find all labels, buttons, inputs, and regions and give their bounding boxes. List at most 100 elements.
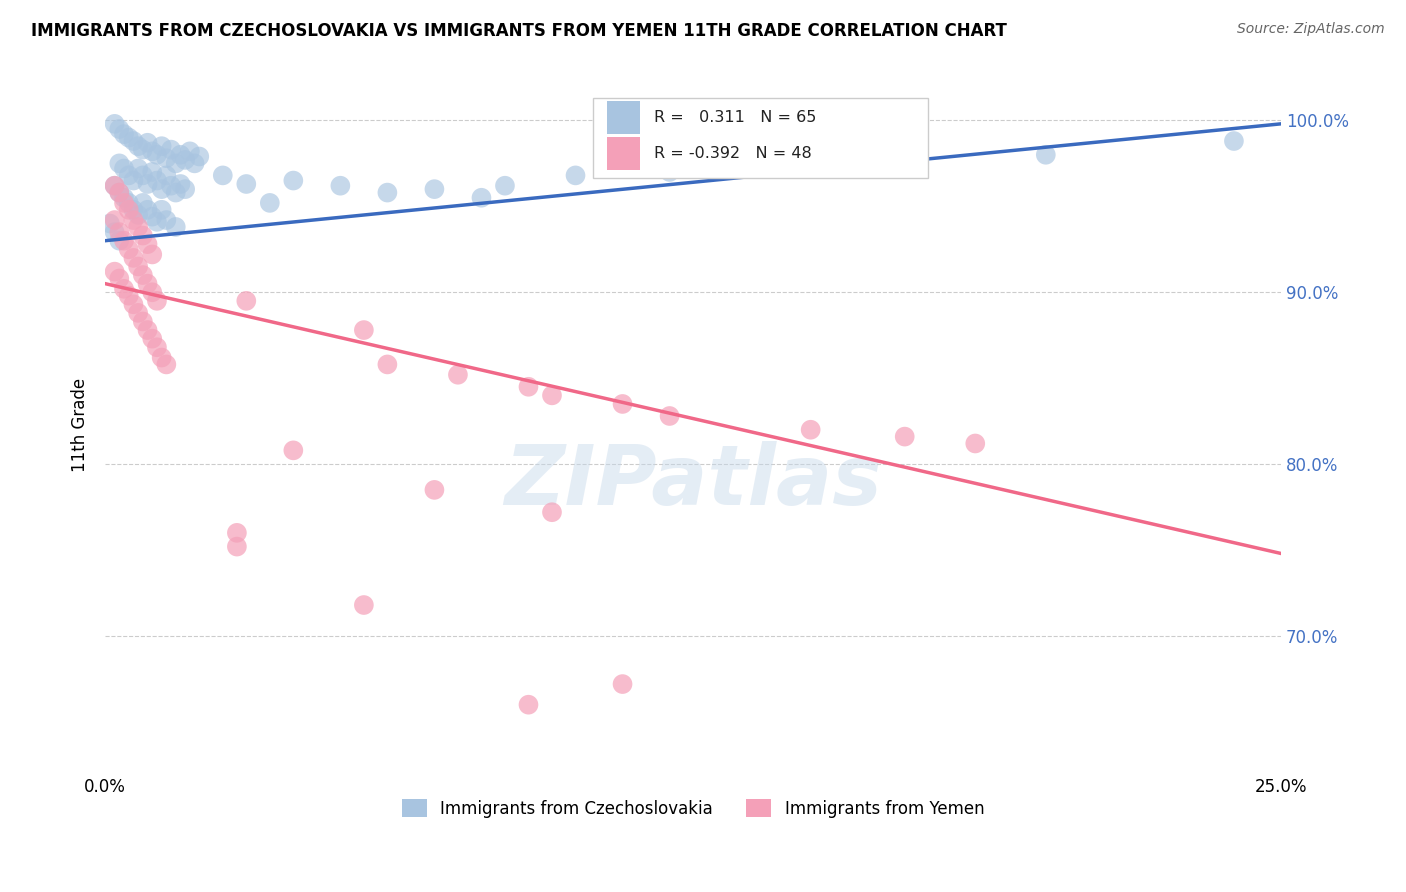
Point xyxy=(800,161,823,176)
Point xyxy=(541,388,564,402)
Point xyxy=(127,139,149,153)
Point xyxy=(155,151,177,165)
Point xyxy=(118,202,141,217)
Point xyxy=(141,285,163,300)
Point xyxy=(122,202,145,217)
Point xyxy=(141,210,163,224)
Point xyxy=(118,195,141,210)
Point xyxy=(146,215,169,229)
Point xyxy=(146,173,169,187)
Point xyxy=(165,186,187,200)
Point xyxy=(150,139,173,153)
Point xyxy=(132,228,155,243)
Point xyxy=(141,247,163,261)
Point xyxy=(104,265,127,279)
Point xyxy=(122,251,145,265)
Point xyxy=(283,443,305,458)
Point xyxy=(108,156,131,170)
Legend: Immigrants from Czechoslovakia, Immigrants from Yemen: Immigrants from Czechoslovakia, Immigran… xyxy=(395,793,991,824)
Point xyxy=(165,156,187,170)
Point xyxy=(283,173,305,187)
Text: R = -0.392   N = 48: R = -0.392 N = 48 xyxy=(654,146,813,161)
Point xyxy=(118,288,141,302)
Point xyxy=(118,242,141,256)
Point xyxy=(122,297,145,311)
Point xyxy=(127,219,149,234)
Point xyxy=(423,182,446,196)
Point xyxy=(150,351,173,365)
Point xyxy=(132,314,155,328)
Point xyxy=(112,195,135,210)
Point xyxy=(658,165,681,179)
Point xyxy=(612,397,634,411)
Point xyxy=(136,237,159,252)
Point xyxy=(132,195,155,210)
Point xyxy=(132,143,155,157)
Point xyxy=(104,213,127,227)
Point xyxy=(470,191,492,205)
Text: IMMIGRANTS FROM CZECHOSLOVAKIA VS IMMIGRANTS FROM YEMEN 11TH GRADE CORRELATION C: IMMIGRANTS FROM CZECHOSLOVAKIA VS IMMIGR… xyxy=(31,22,1007,40)
Point xyxy=(179,145,201,159)
Point xyxy=(141,332,163,346)
Point xyxy=(146,340,169,354)
Point xyxy=(893,429,915,443)
Point xyxy=(612,677,634,691)
Point xyxy=(132,268,155,282)
Point xyxy=(225,540,247,554)
Point xyxy=(150,202,173,217)
Point xyxy=(127,161,149,176)
Point xyxy=(122,173,145,187)
Point xyxy=(108,271,131,285)
Point xyxy=(136,277,159,291)
FancyBboxPatch shape xyxy=(593,98,928,178)
Point xyxy=(141,165,163,179)
Text: ZIPatlas: ZIPatlas xyxy=(505,441,882,522)
Text: R =   0.311   N = 65: R = 0.311 N = 65 xyxy=(654,110,817,125)
Point xyxy=(259,195,281,210)
Point xyxy=(517,698,540,712)
Point xyxy=(127,306,149,320)
Point xyxy=(965,436,987,450)
Point xyxy=(517,380,540,394)
Point xyxy=(108,186,131,200)
Point xyxy=(155,213,177,227)
Point xyxy=(104,178,127,193)
Y-axis label: 11th Grade: 11th Grade xyxy=(72,378,89,473)
Point xyxy=(800,423,823,437)
Point xyxy=(112,191,135,205)
Point xyxy=(353,598,375,612)
Point xyxy=(160,143,183,157)
Point xyxy=(136,323,159,337)
Point xyxy=(108,234,131,248)
Point xyxy=(122,213,145,227)
Point xyxy=(118,130,141,145)
Point xyxy=(329,178,352,193)
Point xyxy=(174,153,197,167)
Point xyxy=(1035,148,1057,162)
Point xyxy=(127,260,149,274)
Point xyxy=(112,127,135,141)
Point xyxy=(136,136,159,150)
Point xyxy=(136,202,159,217)
Point xyxy=(98,217,121,231)
Point xyxy=(150,182,173,196)
FancyBboxPatch shape xyxy=(607,101,640,135)
FancyBboxPatch shape xyxy=(607,137,640,170)
Point xyxy=(353,323,375,337)
Point xyxy=(104,225,127,239)
Point xyxy=(377,358,399,372)
Point xyxy=(112,161,135,176)
Point xyxy=(104,117,127,131)
Text: Source: ZipAtlas.com: Source: ZipAtlas.com xyxy=(1237,22,1385,37)
Point xyxy=(141,145,163,159)
Point xyxy=(112,282,135,296)
Point xyxy=(377,186,399,200)
Point xyxy=(174,182,197,196)
Point xyxy=(165,219,187,234)
Point xyxy=(893,156,915,170)
Point xyxy=(188,149,211,163)
Point xyxy=(112,234,135,248)
Point xyxy=(169,177,191,191)
Point xyxy=(564,169,586,183)
Point xyxy=(108,122,131,136)
